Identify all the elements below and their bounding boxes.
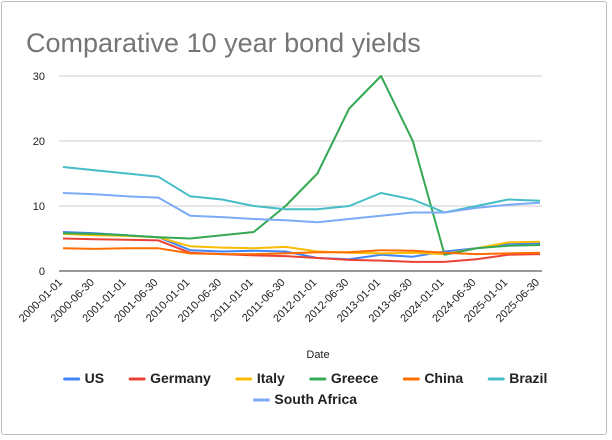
series-line-italy: [62, 232, 541, 256]
legend-label: Brazil: [509, 370, 547, 386]
series-line-china: [62, 247, 541, 256]
series-line-greece: [62, 75, 541, 256]
legend-item-greece[interactable]: Greece: [309, 370, 379, 386]
legend-label: China: [424, 370, 463, 386]
legend-item-china[interactable]: China: [402, 370, 463, 386]
y-tick-label: 30: [33, 71, 45, 83]
legend-item-south-africa[interactable]: South Africa: [252, 391, 357, 407]
series-lines: [62, 75, 541, 263]
legend-label: Germany: [150, 370, 211, 386]
series-line-germany: [62, 237, 541, 263]
x-tick-labels: 2000-01-012000-06-302001-01-012001-06-30…: [17, 277, 542, 325]
legend-item-italy[interactable]: Italy: [235, 370, 285, 386]
gridlines: [59, 75, 542, 272]
chart-title: Comparative 10 year bond yields: [26, 28, 421, 58]
legend-item-germany[interactable]: Germany: [128, 370, 211, 386]
legend-label: US: [85, 370, 104, 386]
y-tick-label: 20: [33, 136, 45, 148]
series-line-south-africa: [62, 192, 541, 224]
x-axis-label: Date: [306, 349, 329, 361]
legend-label: Italy: [257, 370, 285, 386]
y-tick-label: 0: [39, 266, 45, 278]
legend-item-brazil[interactable]: Brazil: [487, 370, 547, 386]
legend-item-us[interactable]: US: [63, 370, 104, 386]
legend-label: Greece: [331, 370, 379, 386]
chart-frame: [1, 1, 607, 435]
legend: US Germany Italy Greece China Brazil South Afr…: [63, 370, 547, 407]
legend-label: South Africa: [274, 391, 357, 407]
y-tick-label: 10: [33, 201, 45, 213]
y-tick-labels: 0 10 20 30: [33, 71, 45, 278]
